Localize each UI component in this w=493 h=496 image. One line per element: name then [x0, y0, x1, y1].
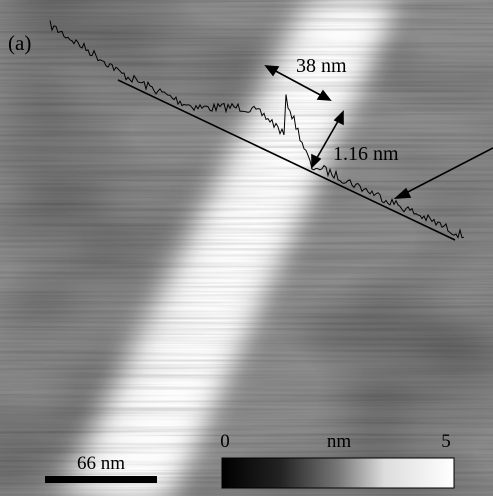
colorbar-unit: nm	[327, 431, 352, 452]
page: (a) 38 nm 1.16 nm 66 nm 0 nm 5 (() => { …	[0, 0, 493, 496]
scale-bar	[45, 476, 157, 483]
afm-image: (a) 38 nm 1.16 nm 66 nm 0 nm 5	[0, 0, 493, 496]
colorbar	[222, 458, 454, 488]
scale-bar-label: 66 nm	[77, 453, 125, 474]
colorbar-max: 5	[441, 431, 451, 452]
colorbar-min: 0	[220, 431, 230, 452]
scan-streaks	[0, 0, 493, 496]
width-annotation: 38 nm	[296, 55, 347, 77]
panel-label: (a)	[8, 31, 31, 55]
height-annotation: 1.16 nm	[333, 143, 399, 165]
